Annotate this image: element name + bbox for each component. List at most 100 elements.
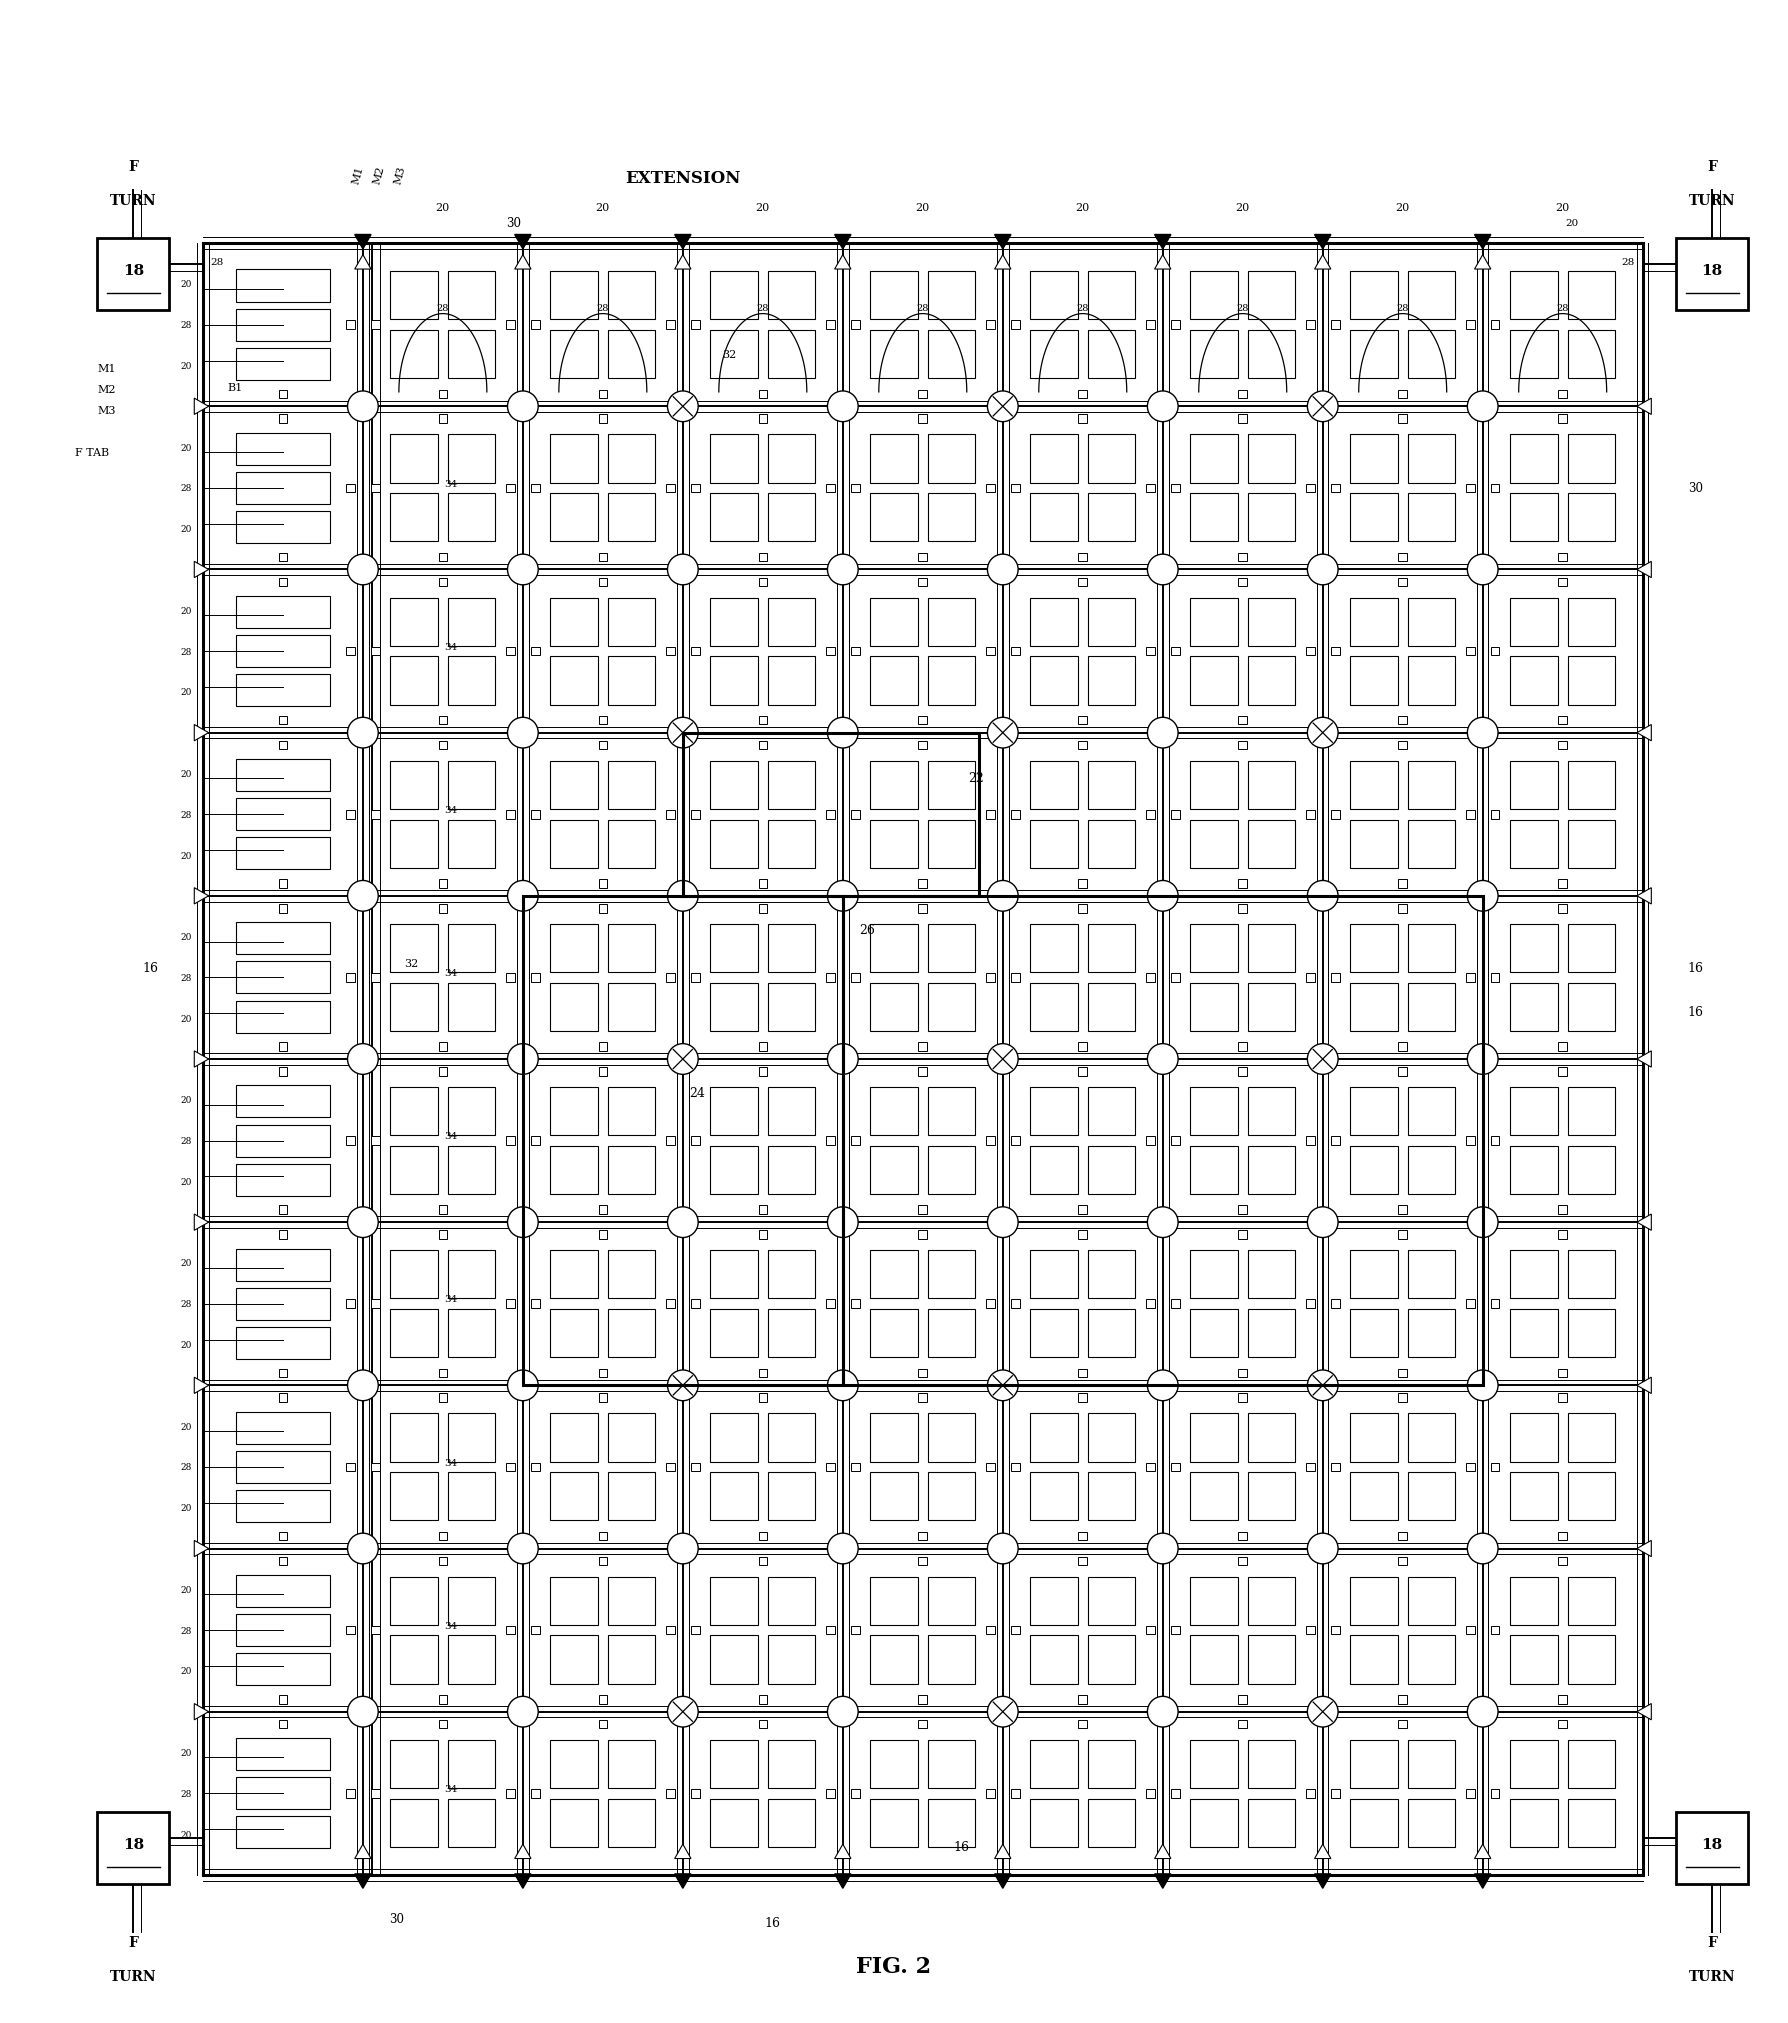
Bar — [1010, 1301, 1019, 1309]
Bar — [390, 1740, 438, 1788]
Bar — [438, 1394, 447, 1402]
Bar — [1559, 1720, 1566, 1728]
Bar — [1030, 494, 1078, 542]
Bar — [1248, 1147, 1295, 1194]
Bar — [1407, 925, 1455, 973]
Bar — [758, 1394, 767, 1402]
Bar — [1078, 1206, 1087, 1214]
Bar — [871, 761, 917, 809]
Bar — [769, 1740, 815, 1788]
Bar — [390, 1798, 438, 1847]
Bar — [985, 1463, 994, 1471]
Text: 28: 28 — [1237, 303, 1250, 312]
Bar — [1491, 973, 1500, 983]
Bar — [599, 415, 608, 425]
Circle shape — [1148, 1533, 1178, 1564]
Bar — [710, 332, 758, 378]
Circle shape — [667, 882, 697, 912]
Bar — [1305, 1137, 1314, 1145]
Bar — [826, 322, 835, 330]
Bar — [347, 1301, 354, 1309]
Bar — [608, 273, 654, 320]
Text: M3: M3 — [393, 164, 408, 186]
Bar — [1398, 579, 1407, 587]
Bar — [449, 1414, 495, 1463]
Bar — [928, 761, 974, 809]
Bar — [1030, 435, 1078, 483]
Circle shape — [1468, 1697, 1498, 1728]
Bar — [236, 1125, 331, 1157]
Bar — [928, 925, 974, 973]
Bar — [851, 1463, 860, 1471]
Bar — [928, 1250, 974, 1299]
Bar — [928, 1576, 974, 1624]
Bar — [236, 799, 331, 831]
Bar — [871, 1414, 917, 1463]
Bar — [1030, 1740, 1078, 1788]
Bar — [1191, 1473, 1237, 1521]
Bar — [1330, 1788, 1339, 1798]
Bar — [449, 599, 495, 647]
Bar — [928, 273, 974, 320]
Text: 28: 28 — [436, 303, 449, 312]
Bar — [1466, 647, 1475, 655]
Bar — [438, 1720, 447, 1728]
Polygon shape — [835, 255, 851, 269]
Bar — [608, 657, 654, 706]
Bar — [710, 1576, 758, 1624]
Bar — [1491, 1301, 1500, 1309]
Bar — [1087, 435, 1135, 483]
Bar — [769, 819, 815, 868]
Bar — [1191, 1576, 1237, 1624]
Bar — [667, 322, 674, 330]
Bar — [871, 819, 917, 868]
Bar — [1239, 1531, 1246, 1542]
Bar — [347, 647, 354, 655]
Bar — [438, 1230, 447, 1240]
Bar — [690, 1301, 699, 1309]
Bar — [769, 1798, 815, 1847]
Bar — [1030, 1309, 1078, 1357]
Bar — [1398, 1370, 1407, 1378]
Bar — [1398, 1558, 1407, 1566]
Bar — [710, 657, 758, 706]
Bar — [1239, 1068, 1246, 1076]
Circle shape — [1307, 1208, 1337, 1238]
Bar — [1239, 1042, 1246, 1052]
Bar — [1407, 494, 1455, 542]
Bar — [599, 742, 608, 751]
Bar — [1568, 1414, 1615, 1463]
Bar — [1171, 483, 1180, 494]
Bar — [1248, 332, 1295, 378]
Bar — [1511, 657, 1557, 706]
Bar — [599, 1531, 608, 1542]
Bar — [608, 1414, 654, 1463]
Bar — [690, 483, 699, 494]
Text: 24: 24 — [690, 1086, 704, 1101]
Bar — [919, 880, 928, 888]
Bar — [1568, 273, 1615, 320]
Bar — [871, 1250, 917, 1299]
Bar — [1087, 1740, 1135, 1788]
Text: 20: 20 — [181, 1258, 191, 1268]
Bar — [1248, 1473, 1295, 1521]
Circle shape — [508, 1533, 538, 1564]
Bar — [1030, 1250, 1078, 1299]
Bar — [871, 925, 917, 973]
Circle shape — [987, 1533, 1017, 1564]
Bar — [236, 1001, 331, 1034]
Polygon shape — [515, 1845, 531, 1859]
Bar — [758, 1558, 767, 1566]
Bar — [985, 1137, 994, 1145]
Bar — [1407, 273, 1455, 320]
Bar — [1407, 1576, 1455, 1624]
Bar — [551, 1576, 597, 1624]
Text: 34: 34 — [443, 1295, 458, 1303]
Bar — [928, 332, 974, 378]
Text: 18: 18 — [123, 263, 145, 277]
Bar — [928, 983, 974, 1032]
Bar — [1407, 1309, 1455, 1357]
Bar — [236, 473, 331, 504]
Bar — [985, 647, 994, 655]
Bar — [551, 1798, 597, 1847]
